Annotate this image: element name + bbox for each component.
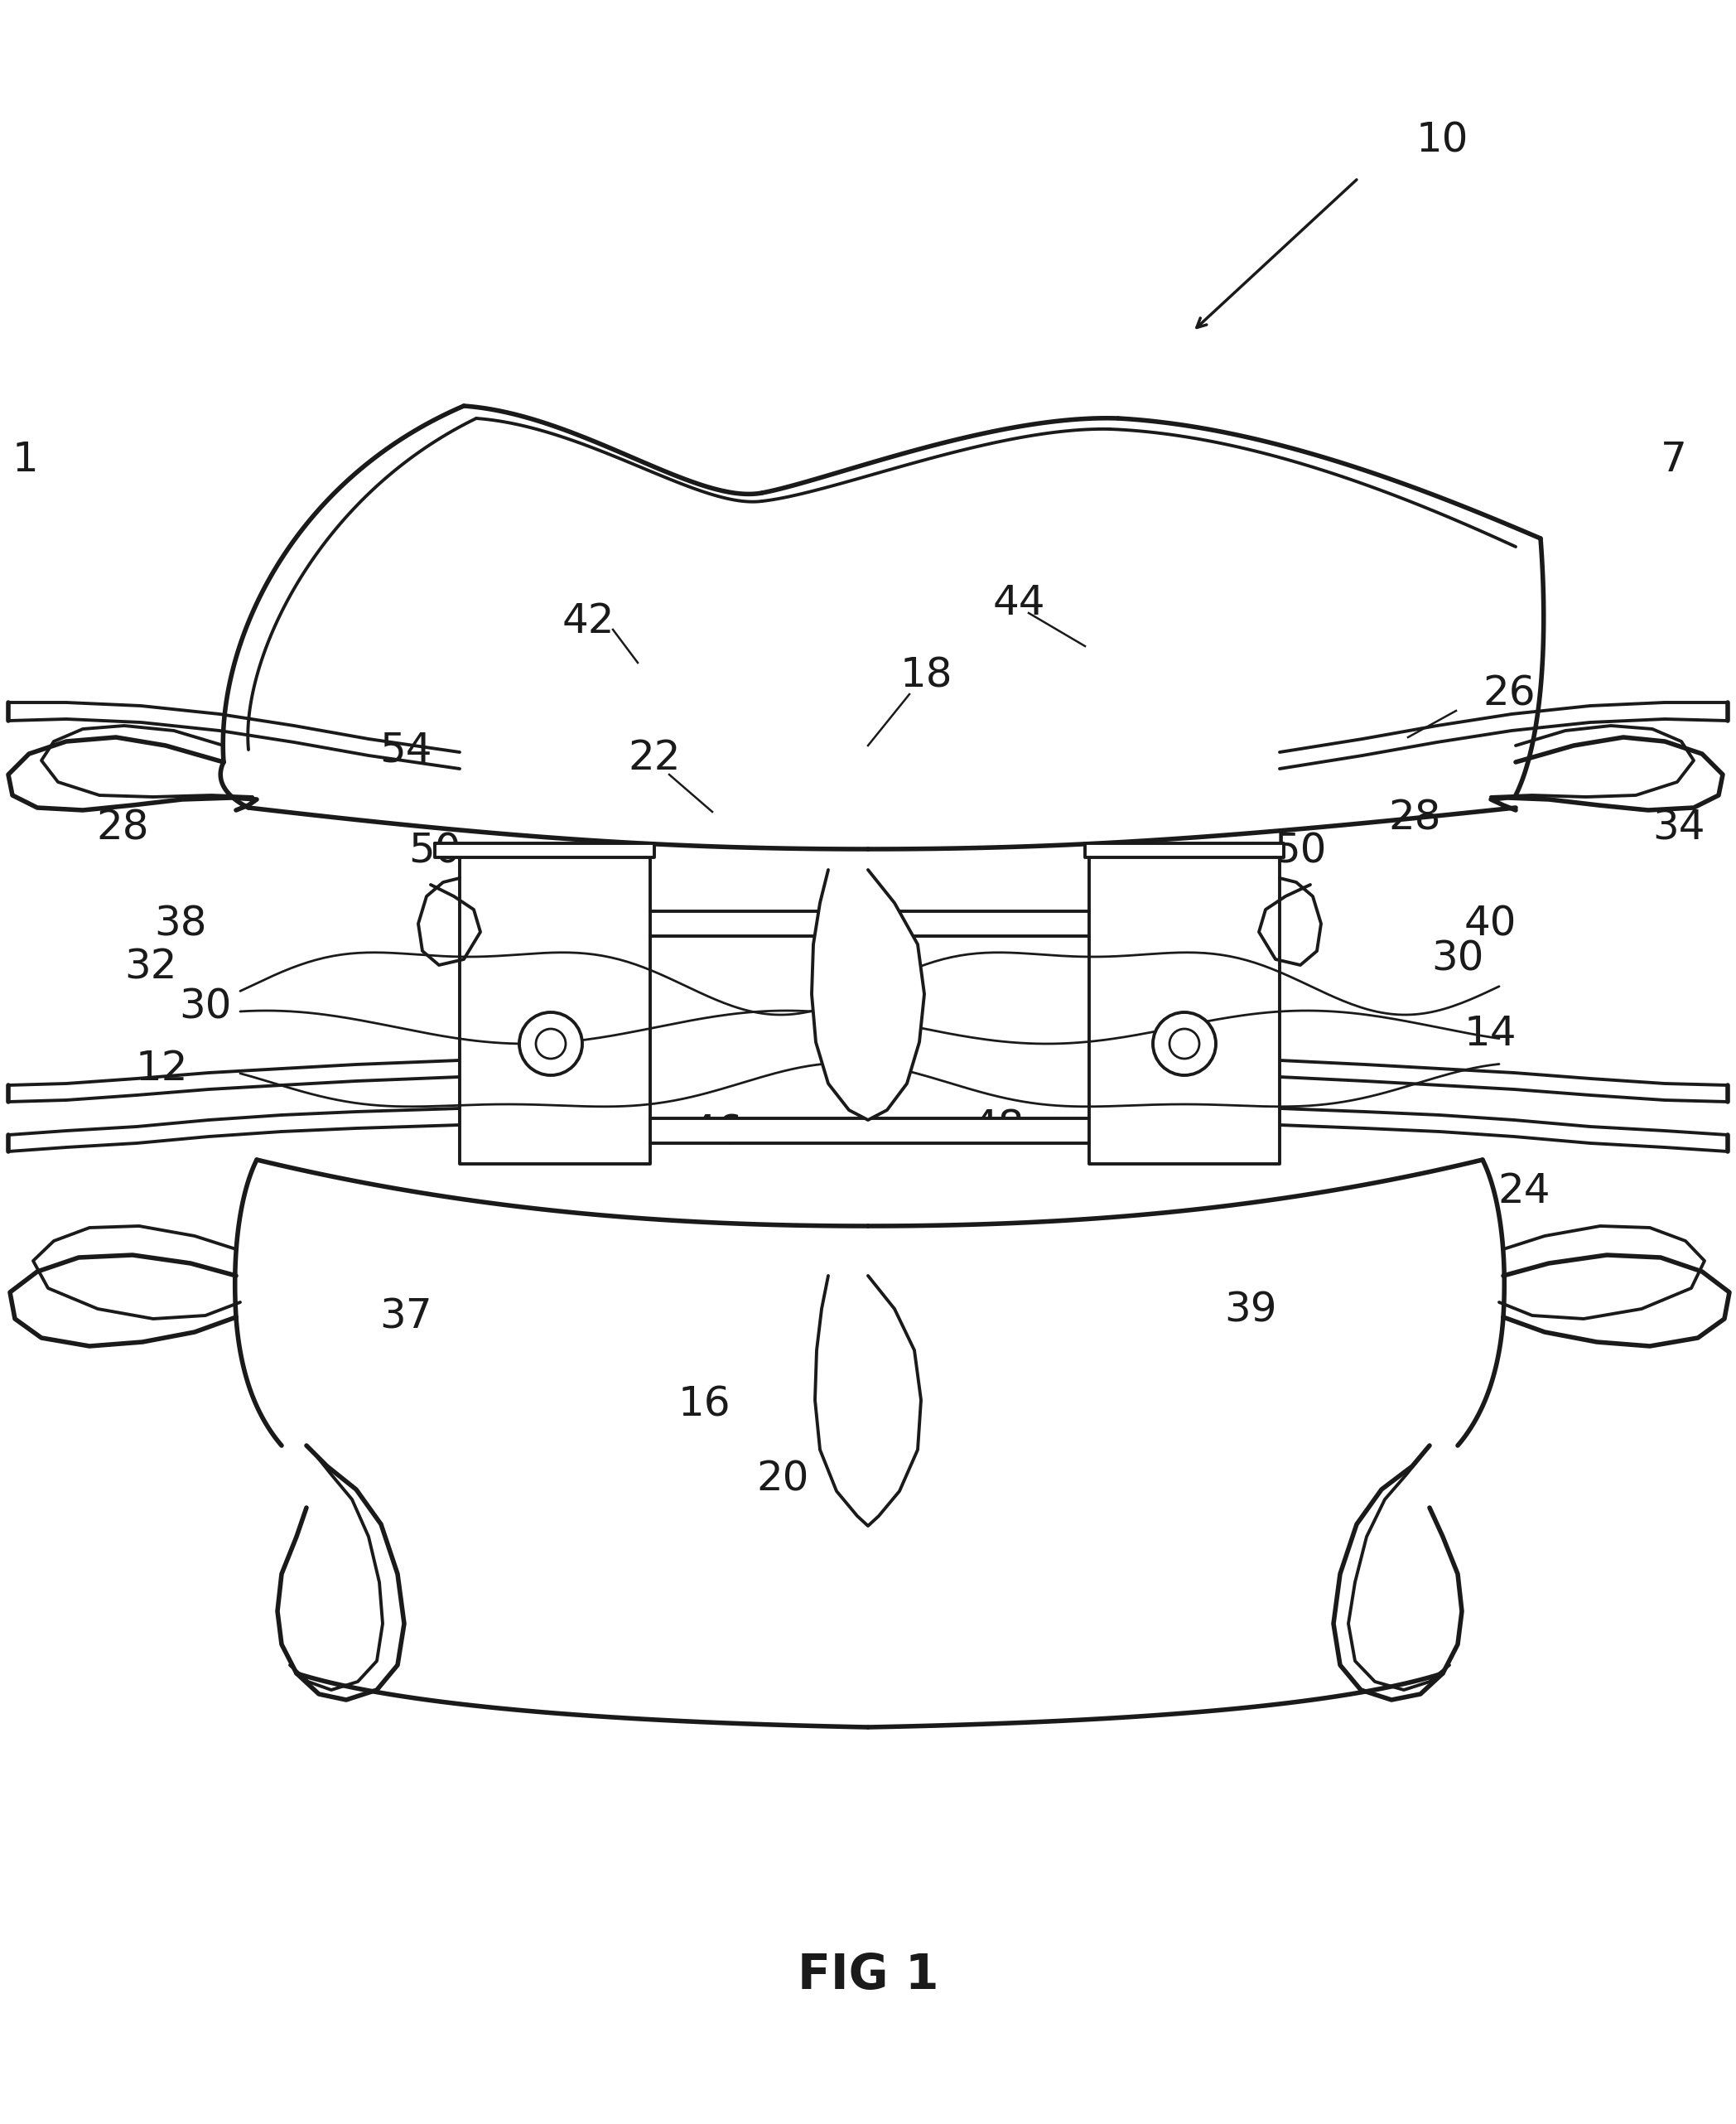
- Text: 28: 28: [95, 809, 149, 847]
- Text: 26: 26: [1483, 673, 1535, 714]
- Text: 14: 14: [1465, 1013, 1517, 1054]
- Text: 48: 48: [972, 1109, 1024, 1149]
- Polygon shape: [1333, 1446, 1462, 1699]
- Text: FIG 1: FIG 1: [797, 1952, 939, 1999]
- Text: 18: 18: [899, 656, 953, 695]
- Polygon shape: [651, 1119, 1088, 1143]
- Circle shape: [519, 1013, 582, 1075]
- Text: 34: 34: [1653, 809, 1705, 847]
- Text: 16: 16: [677, 1385, 731, 1423]
- Text: 22: 22: [628, 739, 681, 777]
- Text: 7: 7: [1661, 440, 1687, 480]
- Text: 50: 50: [1274, 833, 1326, 871]
- Text: 42: 42: [562, 601, 615, 641]
- Text: 54: 54: [380, 731, 432, 769]
- Text: 38: 38: [155, 905, 207, 943]
- Text: 20: 20: [757, 1459, 809, 1500]
- Text: 1: 1: [12, 440, 38, 480]
- Text: 30: 30: [179, 988, 231, 1026]
- Text: 39: 39: [1224, 1291, 1278, 1330]
- Text: 44: 44: [993, 584, 1045, 622]
- Text: 32: 32: [125, 947, 177, 988]
- Text: 37: 37: [380, 1298, 432, 1336]
- Text: 40: 40: [1465, 905, 1517, 943]
- Polygon shape: [651, 911, 1088, 937]
- Text: 10: 10: [1417, 121, 1469, 161]
- Polygon shape: [814, 1277, 922, 1525]
- Text: 28: 28: [1389, 799, 1441, 839]
- Polygon shape: [1088, 850, 1279, 1164]
- Text: 46: 46: [691, 1113, 743, 1153]
- Circle shape: [1153, 1013, 1215, 1075]
- Polygon shape: [1085, 843, 1285, 858]
- Polygon shape: [278, 1446, 404, 1699]
- Polygon shape: [434, 843, 654, 858]
- Text: 30: 30: [1430, 939, 1484, 979]
- Text: 12: 12: [135, 1049, 187, 1087]
- Polygon shape: [460, 850, 651, 1164]
- Text: 24: 24: [1498, 1170, 1550, 1211]
- Polygon shape: [812, 871, 924, 1119]
- Text: 50: 50: [408, 833, 462, 871]
